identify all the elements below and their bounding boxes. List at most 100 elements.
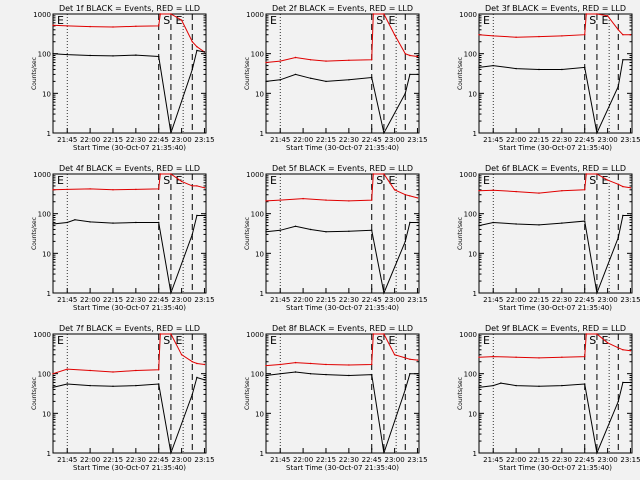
- data-point: [478, 34, 480, 36]
- data-point: [203, 379, 206, 381]
- data-point: [372, 13, 374, 15]
- event-marker: E: [483, 174, 490, 187]
- data-point: [348, 230, 350, 232]
- data-point: [170, 132, 172, 134]
- data-point: [310, 362, 312, 365]
- data-point: [478, 190, 480, 192]
- x-tick-label: 22:45: [575, 296, 595, 304]
- data-point: [538, 385, 540, 387]
- data-point: [196, 185, 198, 187]
- data-point: [617, 183, 619, 185]
- x-tick-label: 22:45: [362, 296, 382, 304]
- y-tick-label: 10: [468, 90, 477, 98]
- detector-plot-8: Det 8f BLACK = Events, RED = LLD 1 10 100 10…: [244, 324, 428, 472]
- x-tick-label: 22:30: [126, 296, 146, 304]
- detector-plot-5: Det 5f BLACK = Events, RED = LLD 1 10 100 10…: [244, 164, 428, 312]
- event-marker: S: [589, 174, 596, 187]
- y-axis-label: Counts/sec: [457, 57, 464, 90]
- event-marker: S: [376, 174, 383, 187]
- data-point: [371, 363, 373, 366]
- x-tick-label: 22:15: [529, 456, 549, 464]
- data-point: [515, 190, 517, 193]
- data-point: [622, 34, 624, 36]
- x-tick-label: 22:15: [316, 136, 336, 144]
- data-point: [294, 56, 297, 59]
- x-tick-label: 21:45: [270, 136, 290, 144]
- data-point: [112, 189, 114, 191]
- data-point: [561, 222, 563, 224]
- plot-title: Det 5f BLACK = Events, RED = LLD: [272, 164, 413, 173]
- x-tick-label: 21:45: [57, 136, 77, 144]
- data-point: [404, 92, 406, 95]
- data-point: [325, 373, 327, 376]
- data-point: [561, 35, 563, 37]
- detector-plot-3: Det 3f BLACK = Events, RED = LLD 1 10 100 10…: [457, 4, 640, 152]
- x-tick-label: 22:15: [103, 296, 123, 304]
- data-point: [393, 189, 396, 191]
- y-tick-label: 10: [255, 90, 264, 98]
- data-point: [617, 236, 619, 239]
- x-tick-label: 23:00: [598, 296, 618, 304]
- event-marker: E: [270, 14, 277, 27]
- data-point: [596, 132, 598, 134]
- data-point: [596, 292, 598, 294]
- x-tick-label: 22:00: [506, 456, 526, 464]
- data-point: [371, 199, 373, 201]
- x-tick-label: 22:15: [316, 456, 336, 464]
- data-point: [371, 76, 373, 79]
- event-marker: E: [176, 14, 183, 27]
- x-tick-label: 23:00: [385, 296, 405, 304]
- data-point: [158, 369, 160, 371]
- data-point: [158, 221, 160, 224]
- x-axis-label: Start Time (30-Oct-07 21:35:40): [499, 304, 612, 312]
- plot-title: Det 3f BLACK = Events, RED = LLD: [485, 4, 626, 13]
- data-point: [294, 73, 297, 76]
- data-point: [596, 13, 598, 15]
- data-point: [89, 54, 91, 57]
- x-tick-label: 23:00: [172, 296, 192, 304]
- event-marker: S: [376, 14, 383, 27]
- data-point: [409, 221, 411, 224]
- data-point: [135, 369, 137, 372]
- data-point: [416, 373, 419, 375]
- data-point: [585, 13, 587, 15]
- data-point: [409, 358, 411, 360]
- data-point: [170, 292, 172, 294]
- event-marker: E: [602, 14, 609, 27]
- data-point: [52, 53, 54, 55]
- data-point: [561, 190, 563, 192]
- x-tick-label: 21:45: [270, 456, 290, 464]
- plot-title: Det 7f BLACK = Events, RED = LLD: [59, 324, 200, 333]
- data-point: [265, 200, 267, 202]
- data-point: [383, 452, 385, 454]
- data-point: [158, 25, 160, 27]
- x-tick-label: 23:15: [620, 136, 640, 144]
- event-marker: E: [483, 14, 490, 27]
- x-tick-label: 22:45: [149, 136, 169, 144]
- event-marker: S: [589, 14, 596, 27]
- data-point: [596, 333, 598, 335]
- y-tick-label: 1000: [246, 331, 264, 339]
- data-point: [538, 35, 540, 38]
- x-axis-label: Start Time (30-Oct-07 21:35:40): [499, 144, 612, 152]
- series-line: [265, 222, 418, 295]
- y-axis-label: Counts/sec: [31, 217, 38, 250]
- data-point: [203, 51, 206, 53]
- data-point: [89, 369, 91, 372]
- data-point: [196, 46, 198, 48]
- data-point: [371, 59, 373, 61]
- data-point: [265, 61, 267, 64]
- data-point: [538, 224, 540, 226]
- data-point: [584, 355, 586, 358]
- y-tick-label: 1: [473, 290, 477, 298]
- data-point: [383, 292, 385, 294]
- data-point: [478, 224, 480, 227]
- data-point: [585, 333, 587, 335]
- data-point: [203, 187, 206, 189]
- data-point: [371, 373, 373, 376]
- x-axis-label: Start Time (30-Oct-07 21:35:40): [286, 144, 399, 152]
- data-point: [538, 192, 540, 194]
- data-point: [404, 194, 406, 196]
- x-tick-label: 22:00: [293, 296, 313, 304]
- x-tick-label: 22:45: [362, 136, 382, 144]
